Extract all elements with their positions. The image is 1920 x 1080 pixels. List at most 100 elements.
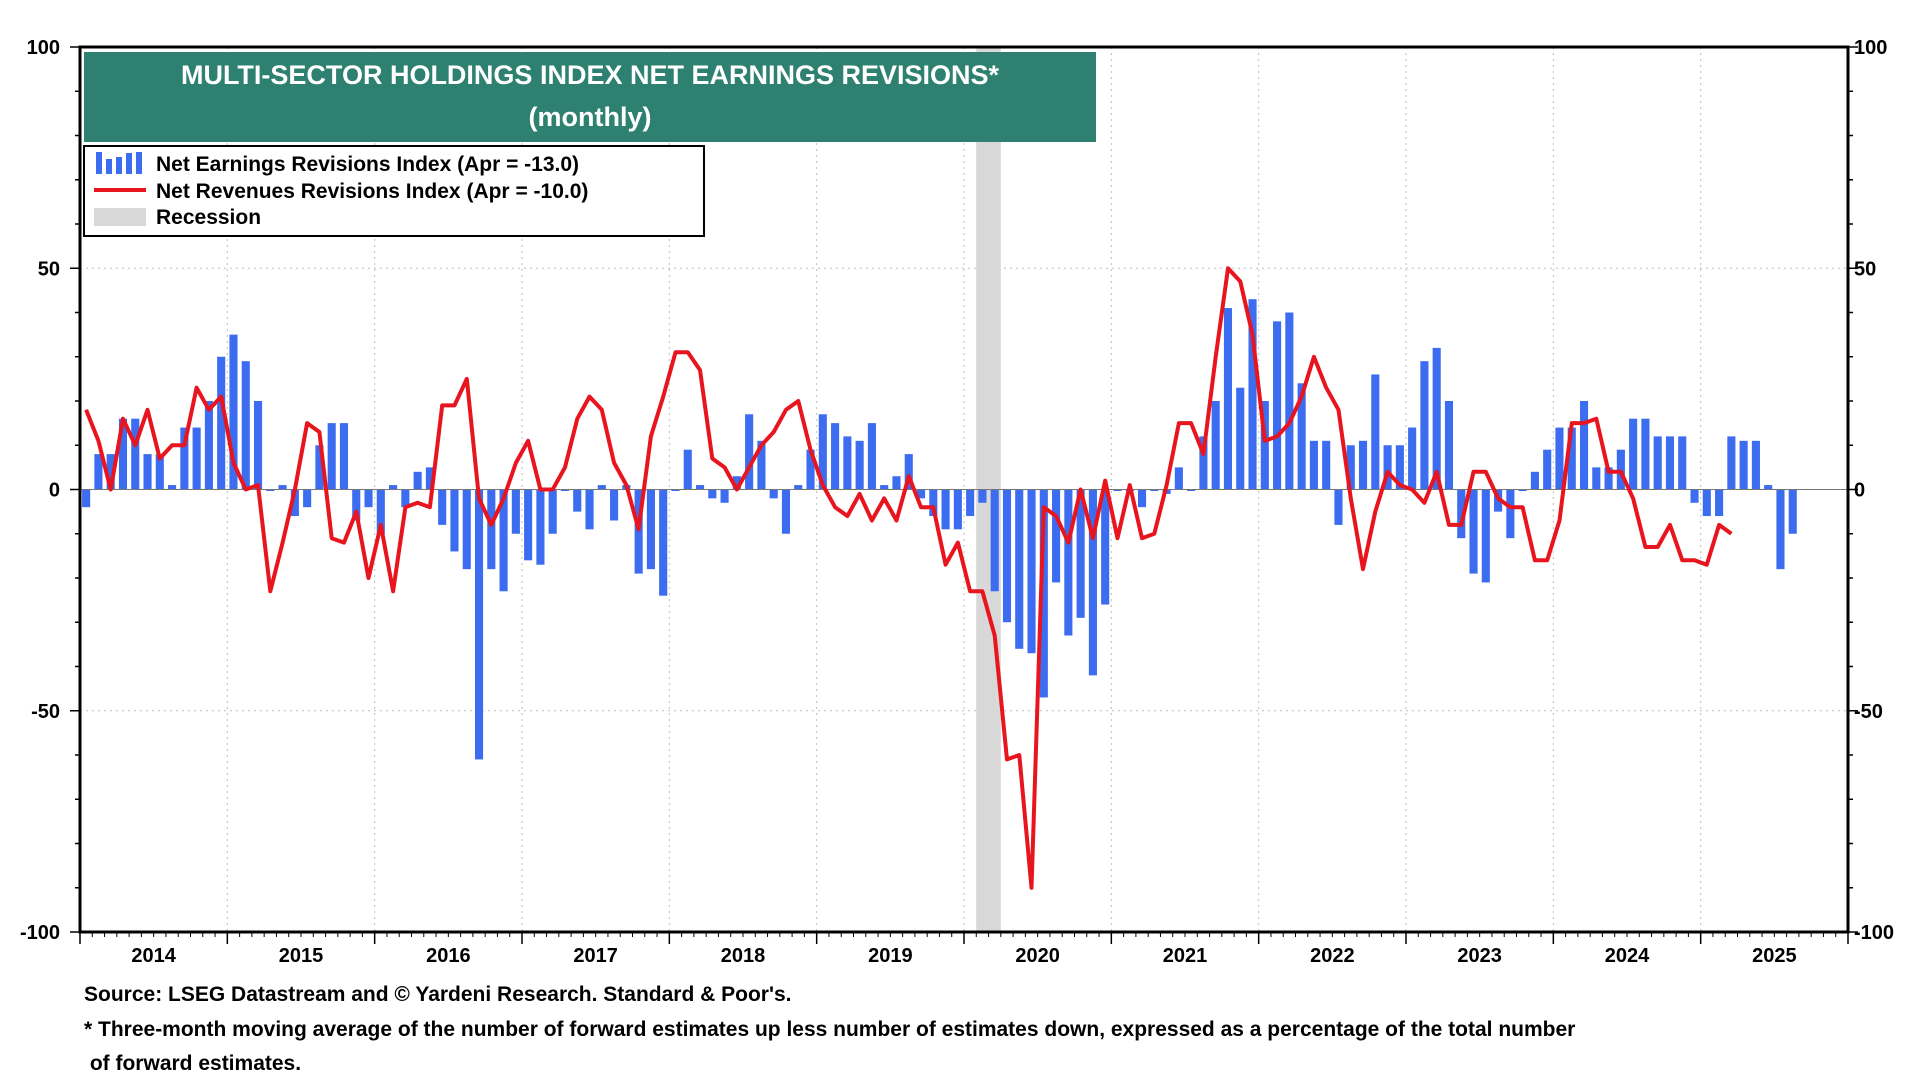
earnings-bar	[1113, 489, 1122, 491]
footnote-line-1: * Three-month moving average of the numb…	[84, 1018, 1576, 1041]
grid-lines	[80, 47, 1848, 932]
revenues-line-group	[84, 266, 1733, 890]
earnings-bar	[278, 485, 287, 490]
earnings-bar	[573, 489, 582, 512]
earnings-bar	[1788, 489, 1797, 534]
earnings-bar	[1678, 436, 1687, 490]
earnings-bar	[266, 489, 275, 491]
y-tick-label-left: -100	[20, 922, 60, 944]
earnings-bar	[106, 454, 115, 490]
earnings-bar	[290, 489, 299, 517]
x-tick-label: 2025	[1752, 945, 1797, 967]
earnings-bar	[695, 485, 705, 490]
earnings-bar	[818, 414, 827, 490]
x-axis: 2014 2015 2016 2017 2018 2019 2020 2021 2022 2023…	[79, 932, 1849, 967]
earnings-bar	[229, 334, 238, 490]
x-tick-label: 2024	[1605, 945, 1650, 967]
earnings-bar	[1334, 489, 1343, 525]
earnings-bar	[425, 467, 434, 490]
chart-title: MULTI-SECTOR HOLDINGS INDEX NET EARNINGS…	[181, 60, 1000, 90]
earnings-bar	[855, 440, 864, 490]
earnings-bar	[1101, 489, 1110, 605]
earnings-bar	[143, 454, 152, 490]
earnings-bar	[659, 489, 668, 596]
earnings-bar	[1199, 436, 1208, 490]
earnings-bar	[524, 489, 533, 561]
earnings-bar	[1273, 321, 1282, 490]
earnings-bar	[1444, 401, 1454, 490]
title-box	[84, 52, 1096, 142]
x-tick-label: 2015	[279, 945, 324, 967]
earnings-bar	[1432, 347, 1441, 490]
earnings-bar	[462, 489, 471, 570]
y-tick-label-left: 100	[27, 37, 60, 59]
earnings-bar	[953, 489, 962, 530]
earnings-bar	[217, 356, 226, 490]
earnings-bar	[315, 445, 324, 490]
x-tick-label: 2020	[1015, 945, 1060, 967]
earnings-bar	[1260, 401, 1269, 490]
earnings-bar	[916, 489, 926, 499]
earnings-bar	[1506, 489, 1515, 539]
earnings-bar	[253, 401, 263, 490]
earnings-bar	[610, 489, 619, 521]
earnings-bar	[1297, 383, 1306, 490]
legend-box	[83, 145, 705, 237]
earnings-bar	[1137, 489, 1147, 508]
earnings-bar	[204, 401, 213, 490]
earnings-bar	[1187, 489, 1196, 491]
earnings-bar	[1518, 489, 1527, 491]
earnings-bar	[831, 423, 840, 490]
earnings-bar	[966, 489, 975, 517]
earnings-bar	[1543, 449, 1552, 490]
x-tick-label: 2021	[1163, 945, 1208, 967]
earnings-bar	[634, 489, 643, 574]
earnings-bar	[487, 489, 496, 570]
y-tick-label-left: -50	[31, 701, 60, 723]
earnings-bar	[1309, 440, 1318, 490]
x-tick-label: 2018	[721, 945, 766, 967]
earnings-bar	[597, 485, 606, 490]
earnings-bar	[1383, 445, 1392, 490]
earnings-bar	[1469, 489, 1478, 574]
earnings-bar	[82, 489, 91, 508]
revenues-line	[84, 266, 1733, 890]
earnings-bar	[720, 489, 729, 503]
x-tick-label: 2014	[131, 945, 176, 967]
earnings-bar	[671, 489, 680, 491]
earnings-bar	[1604, 467, 1613, 490]
earnings-bar	[131, 418, 140, 490]
earnings-bar	[1015, 489, 1024, 649]
earnings-bar	[806, 449, 815, 490]
y-tick-label-right: 50	[1854, 258, 1876, 280]
legend-recession-icon	[94, 208, 146, 226]
earnings-bar	[1530, 471, 1539, 490]
earnings-bar	[548, 489, 557, 534]
earnings-bar	[180, 427, 189, 490]
legend: Net Earnings Revisions Index (Apr = -13.…	[83, 145, 705, 237]
earnings-bar	[1150, 489, 1159, 491]
x-tick-label: 2019	[868, 945, 913, 967]
earnings-bar	[389, 485, 398, 490]
earnings-bar	[1579, 401, 1589, 490]
earnings-bar	[892, 476, 901, 490]
earnings-bar	[1457, 489, 1466, 539]
earnings-bar	[929, 489, 938, 517]
earnings-bar	[339, 423, 349, 490]
earnings-bar	[364, 489, 373, 508]
earnings-bar	[94, 454, 103, 490]
legend-recession-label: Recession	[156, 206, 261, 229]
earnings-bar	[990, 489, 999, 592]
earnings-bar	[683, 449, 692, 490]
y-tick-label-right: 100	[1854, 37, 1887, 59]
earnings-bar	[843, 436, 852, 490]
earnings-bar	[1395, 445, 1404, 490]
earnings-bar	[450, 489, 459, 552]
y-tick-label-left: 0	[49, 480, 60, 502]
earnings-bar	[1211, 401, 1220, 490]
earnings-bar	[1358, 440, 1368, 490]
earnings-bar	[1346, 445, 1355, 490]
earnings-bar	[241, 361, 250, 490]
earnings-bar	[1702, 489, 1711, 517]
